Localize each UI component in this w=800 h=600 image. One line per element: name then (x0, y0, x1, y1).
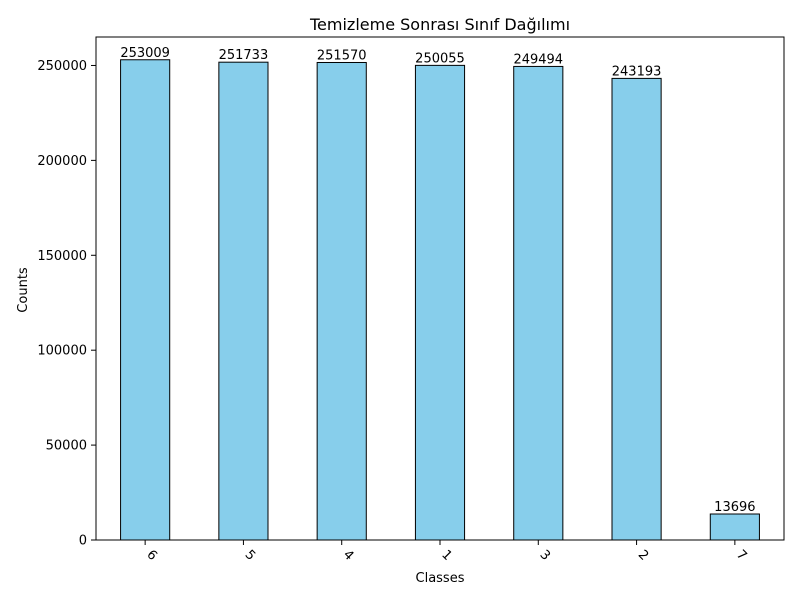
y-axis-label: Counts (16, 267, 31, 313)
data-label-1: 250055 (415, 51, 465, 66)
data-label-3: 249494 (513, 52, 563, 67)
y-tick-label: 50000 (46, 439, 87, 454)
x-tick-label-3: 3 (537, 547, 553, 563)
x-tick-label-4: 4 (340, 547, 356, 563)
x-tick-label-1: 1 (438, 547, 454, 563)
chart-title: Temizleme Sonrası Sınıf Dağılımı (309, 15, 570, 34)
data-label-2: 243193 (612, 64, 662, 79)
bar-1 (414, 64, 466, 541)
x-tick-label-7: 7 (733, 547, 749, 563)
x-tick-label-5: 5 (242, 547, 258, 563)
bar-2 (611, 77, 662, 541)
bar-7 (709, 513, 760, 541)
y-tick-label: 100000 (37, 344, 87, 359)
bar-5 (218, 61, 269, 541)
x-axis-label: Classes (416, 571, 465, 586)
data-label-6: 253009 (120, 46, 170, 61)
x-tick-label-2: 2 (635, 547, 651, 563)
bar-3 (513, 65, 564, 541)
y-tick-label: 200000 (37, 154, 87, 169)
bar-6 (120, 59, 171, 541)
data-label-4: 251570 (317, 48, 367, 63)
y-tick-label: 0 (79, 534, 87, 549)
y-tick-label: 150000 (37, 249, 87, 264)
data-label-5: 251733 (219, 48, 269, 63)
axes-frame (95, 36, 785, 541)
bar-4 (316, 61, 367, 541)
x-tick-label-6: 6 (143, 547, 159, 563)
y-tick-label: 250000 (37, 59, 87, 74)
data-label-7: 13696 (714, 500, 755, 515)
plot-area: 253009 251733 251570 250055 249494 243193 1369… (37, 36, 785, 564)
